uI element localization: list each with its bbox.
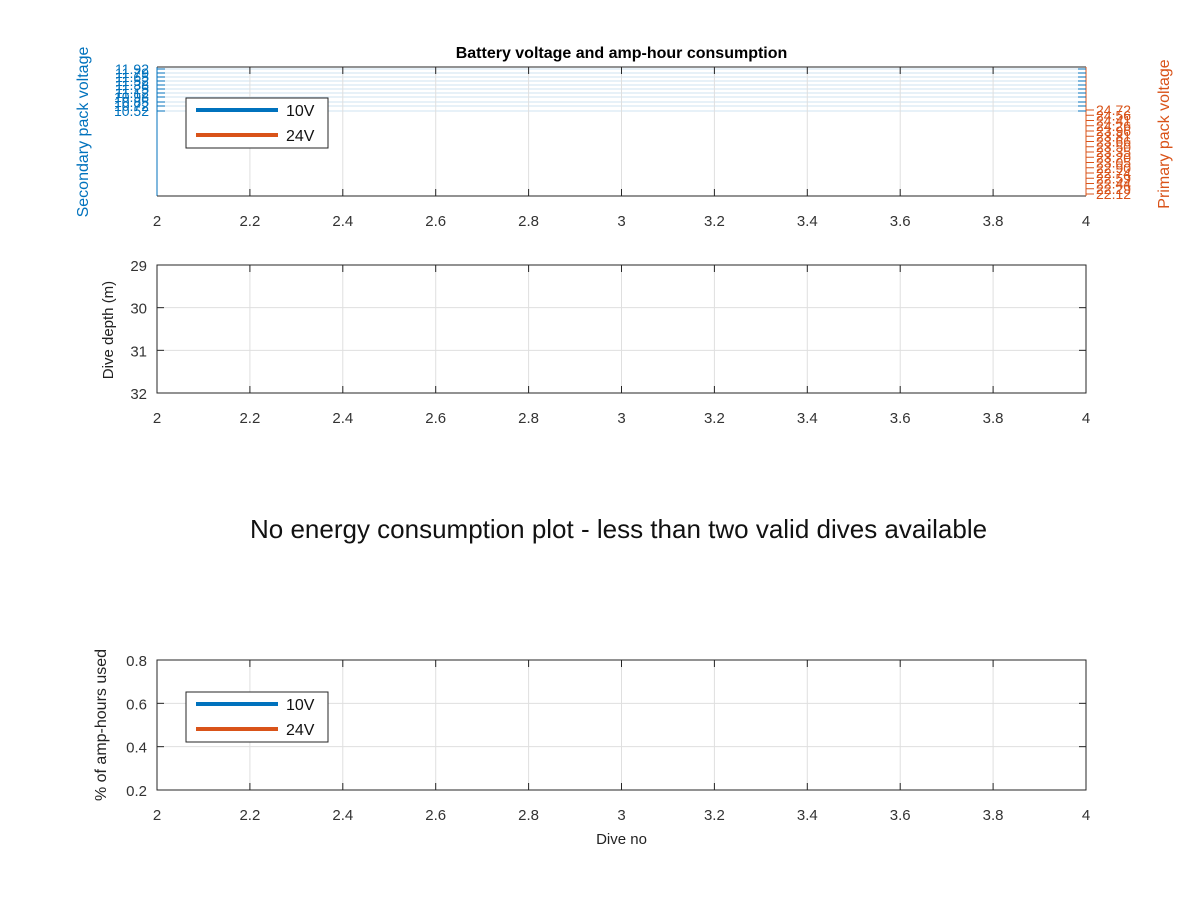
left-y-tick-label: 11.38 <box>115 77 149 93</box>
x-tick-label: 3 <box>617 213 625 230</box>
x-tick-label: 2.6 <box>425 213 446 230</box>
x-axis-label: Dive no <box>596 831 647 848</box>
x-tick-label: 4 <box>1082 213 1090 230</box>
left-y-tick-label: 11.25 <box>115 81 149 97</box>
right-y-tick-label: 23.35 <box>1096 144 1131 160</box>
right-y-tick-label: 22.74 <box>1096 165 1131 181</box>
left-y-tick-label: 11.12 <box>115 85 149 101</box>
right-y-tick-label: 22.12 <box>1096 186 1131 202</box>
x-tick-label: 2 <box>153 410 161 427</box>
x-tick-label: 4 <box>1082 807 1090 824</box>
right-y-tick-label: 24.26 <box>1096 118 1131 134</box>
left-y-axis-label: Secondary pack voltage <box>75 47 92 218</box>
right-y-tick-label: 22.44 <box>1096 176 1131 192</box>
y-axis-label: % of amp-hours used <box>93 649 110 801</box>
right-y-tick-label: 24.41 <box>1096 113 1131 129</box>
x-tick-label: 3.4 <box>797 213 818 230</box>
right-y-tick-label: 22.29 <box>1096 181 1131 197</box>
y-tick-label: 0.4 <box>126 740 147 757</box>
legend-label-10v: 10V <box>286 697 315 714</box>
x-tick-label: 2 <box>153 213 161 230</box>
left-y-tick-label: 11.52 <box>115 73 149 89</box>
y-tick-label: 30 <box>130 301 147 318</box>
chart-title: Battery voltage and amp-hour consumption <box>456 45 788 62</box>
x-tick-label: 2.4 <box>332 807 353 824</box>
x-tick-label: 2.6 <box>425 410 446 427</box>
x-tick-label: 2.4 <box>332 410 353 427</box>
x-tick-label: 3.8 <box>983 410 1004 427</box>
x-tick-label: 4 <box>1082 410 1090 427</box>
right-y-tick-label: 23.96 <box>1096 123 1131 139</box>
right-y-tick-label: 22.59 <box>1096 170 1131 186</box>
no-energy-plot-notice: No energy consumption plot - less than t… <box>250 514 988 544</box>
left-y-tick-label: 10.98 <box>114 89 149 105</box>
x-tick-label: 3.8 <box>983 213 1004 230</box>
x-tick-label: 2.2 <box>239 410 260 427</box>
x-tick-label: 3.4 <box>797 410 818 427</box>
x-tick-label: 2.4 <box>332 213 353 230</box>
x-tick-label: 2.8 <box>518 410 539 427</box>
left-y-tick-label: 10.52 <box>114 103 149 119</box>
x-tick-label: 3 <box>617 807 625 824</box>
right-y-tick-label: 24.56 <box>1096 107 1131 123</box>
right-y-tick-label: 23.05 <box>1096 155 1131 171</box>
x-tick-label: 2.2 <box>239 807 260 824</box>
y-tick-label: 0.8 <box>126 653 147 670</box>
x-tick-label: 2.2 <box>239 213 260 230</box>
x-tick-label: 3.2 <box>704 410 725 427</box>
left-y-tick-label: 11.92 <box>115 61 149 77</box>
x-tick-label: 3.6 <box>890 410 911 427</box>
right-y-axis-label: Primary pack voltage <box>1156 59 1173 208</box>
right-y-tick-label: 23.50 <box>1096 139 1131 155</box>
legend-label-10v: 10V <box>286 103 315 120</box>
x-tick-label: 3 <box>617 410 625 427</box>
x-tick-label: 3.2 <box>704 807 725 824</box>
depth-axes-box <box>156 264 1087 394</box>
y-tick-label: 32 <box>130 386 147 403</box>
x-tick-label: 3.6 <box>890 213 911 230</box>
legend-label-24v: 24V <box>286 128 315 145</box>
left-y-tick-label: 11.79 <box>115 65 149 81</box>
x-tick-label: 2.6 <box>425 807 446 824</box>
legend-label-24v: 24V <box>286 722 315 739</box>
left-y-tick-label: 10.85 <box>114 94 149 110</box>
x-tick-label: 3.6 <box>890 807 911 824</box>
legend-box <box>185 691 329 743</box>
amp-hours-axes-box <box>156 659 1087 791</box>
y-tick-label: 29 <box>130 258 147 275</box>
left-y-tick-label: 11.65 <box>115 69 149 85</box>
y-tick-label: 31 <box>130 343 147 360</box>
x-tick-label: 2.8 <box>518 213 539 230</box>
right-y-tick-label: 23.20 <box>1096 149 1131 165</box>
right-y-tick-label: 24.72 <box>1096 102 1131 118</box>
x-tick-label: 2 <box>153 807 161 824</box>
y-tick-label: 0.6 <box>126 696 147 713</box>
right-y-tick-label: 23.66 <box>1096 134 1131 150</box>
right-y-tick-label: 22.90 <box>1096 160 1131 176</box>
x-tick-label: 3.4 <box>797 807 818 824</box>
x-tick-label: 3.8 <box>983 807 1004 824</box>
left-y-tick-label: 10.72 <box>114 98 149 114</box>
right-y-tick-label: 23.81 <box>1096 128 1131 144</box>
legend-box <box>185 97 329 149</box>
y-axis-label: Dive depth (m) <box>100 281 117 379</box>
x-tick-label: 2.8 <box>518 807 539 824</box>
y-tick-label: 0.2 <box>126 783 147 800</box>
x-tick-label: 3.2 <box>704 213 725 230</box>
